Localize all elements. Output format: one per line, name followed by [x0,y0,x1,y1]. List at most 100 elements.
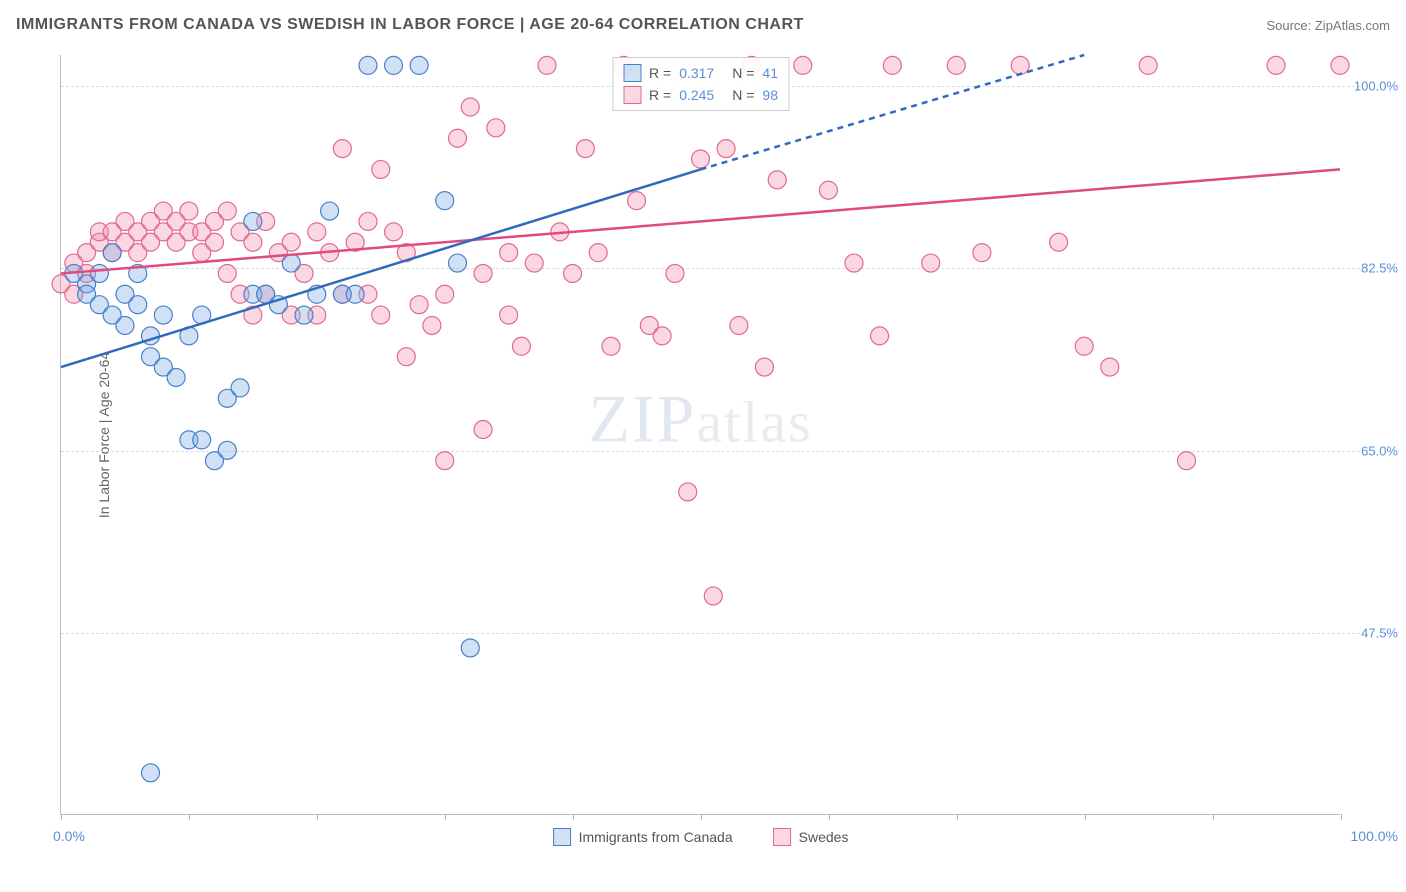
swedes-point [218,202,236,220]
canada-point [385,56,403,74]
swedes-point [704,587,722,605]
swedes-point [180,202,198,220]
swedes-point [205,233,223,251]
legend-n-canada: 41 [762,62,778,84]
y-tick-label: 65.0% [1361,443,1398,458]
legend-item: Swedes [773,828,849,846]
x-tick [701,814,702,820]
swedes-point [755,358,773,376]
legend-swatch [773,828,791,846]
canada-point [461,639,479,657]
swedes-point [385,223,403,241]
y-tick-label: 47.5% [1361,625,1398,640]
swedes-point [730,316,748,334]
swedes-point [692,150,710,168]
canada-point [436,192,454,210]
swedes-point [819,181,837,199]
swedes-point [1178,452,1196,470]
canada-trendline [61,169,701,367]
swedes-point [474,421,492,439]
legend-row-swedes: R = 0.245 N = 98 [623,84,778,106]
swedes-point [871,327,889,345]
canada-point [244,212,262,230]
correlation-legend: R = 0.317 N = 41 R = 0.245 N = 98 [612,57,789,111]
canada-point [129,296,147,314]
canada-point [218,441,236,459]
legend-swatch [553,828,571,846]
x-tick [1085,814,1086,820]
swedes-point [883,56,901,74]
x-tick [317,814,318,820]
swedes-point [602,337,620,355]
canada-point [103,244,121,262]
scatter-plot [61,55,1340,814]
swedes-point [359,212,377,230]
legend-label: Immigrants from Canada [579,829,733,845]
canada-point [321,202,339,220]
x-tick [1213,814,1214,820]
legend-n-label: N = [732,84,754,106]
x-axis-min-label: 0.0% [53,828,85,844]
swedes-point [666,264,684,282]
chart-title: IMMIGRANTS FROM CANADA VS SWEDISH IN LAB… [16,16,804,34]
canada-point [410,56,428,74]
x-tick [1341,814,1342,820]
swedes-point [423,316,441,334]
swedes-point [1139,56,1157,74]
legend-r-label: R = [649,62,671,84]
swedes-point [461,98,479,116]
x-tick [61,814,62,820]
legend-row-canada: R = 0.317 N = 41 [623,62,778,84]
swedes-point [947,56,965,74]
swedes-point [512,337,530,355]
swedes-point [436,452,454,470]
swedes-point [244,233,262,251]
swedes-point [564,264,582,282]
x-axis-max-label: 100.0% [1351,828,1398,844]
x-tick [957,814,958,820]
swedes-point [1331,56,1349,74]
legend-r-label: R = [649,84,671,106]
canada-point [167,368,185,386]
swedes-point [679,483,697,501]
swedes-point [794,56,812,74]
swedes-point [653,327,671,345]
canada-point [231,379,249,397]
swedes-point [500,306,518,324]
swedes-point [372,160,390,178]
swedes-point [218,264,236,282]
swedes-point [372,306,390,324]
legend-r-canada: 0.317 [679,62,714,84]
swedes-point [628,192,646,210]
y-tick-label: 82.5% [1361,261,1398,276]
swedes-point [973,244,991,262]
swedes-point [1050,233,1068,251]
canada-point [193,431,211,449]
canada-point [359,56,377,74]
source-label: Source: ZipAtlas.com [1266,18,1390,33]
canada-point [142,764,160,782]
x-tick [573,814,574,820]
swedes-point [397,348,415,366]
swedes-point [487,119,505,137]
swedes-point [922,254,940,272]
legend-swatch-swedes [623,86,641,104]
canada-point [346,285,364,303]
legend-swatch-canada [623,64,641,82]
swedes-point [1267,56,1285,74]
swedes-point [717,140,735,158]
canada-point [154,306,172,324]
x-tick [189,814,190,820]
legend-r-swedes: 0.245 [679,84,714,106]
swedes-point [448,129,466,147]
canada-point [282,254,300,272]
swedes-point [436,285,454,303]
canada-point [90,264,108,282]
swedes-point [500,244,518,262]
swedes-point [845,254,863,272]
y-tick-label: 100.0% [1354,79,1398,94]
swedes-point [1101,358,1119,376]
swedes-point [1075,337,1093,355]
canada-point [116,316,134,334]
series-legend: Immigrants from Canada Swedes [553,828,849,846]
